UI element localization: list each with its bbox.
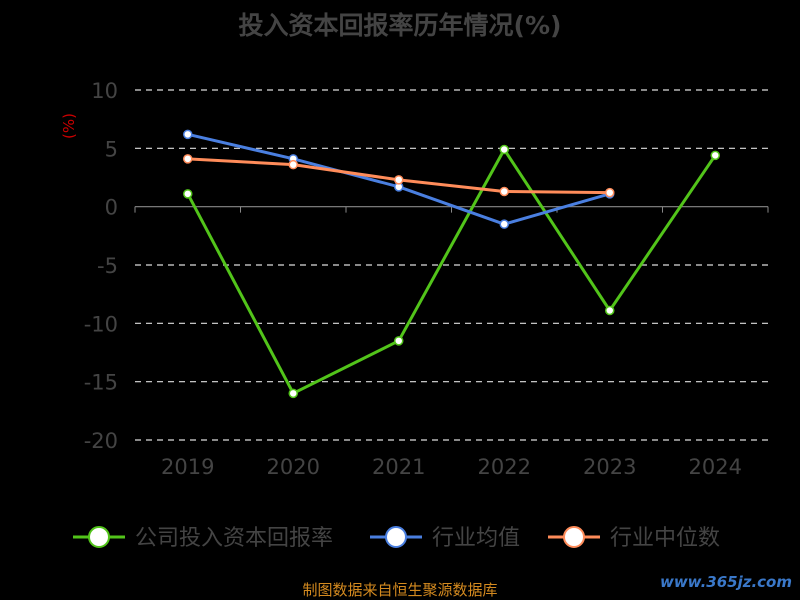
- data-point: [710, 150, 720, 161]
- data-point: [499, 186, 509, 197]
- data-point: [499, 144, 509, 155]
- series-lines: [183, 129, 720, 399]
- y-tick-label: -10: [84, 312, 118, 336]
- legend-marker: [385, 526, 407, 548]
- y-tick-label: 5: [105, 137, 118, 161]
- x-tick-label: 2019: [161, 455, 214, 479]
- legend-marker: [563, 526, 585, 548]
- y-tick-label: 0: [105, 196, 118, 220]
- y-axis: 10 5 0 -5 -10 -15 -20: [84, 79, 118, 453]
- data-point: [605, 305, 615, 316]
- legend-marker: [88, 526, 110, 548]
- legend: 公司投入资本回报率 行业均值 行业中位数: [73, 526, 720, 551]
- legend-label: 行业中位数: [610, 526, 720, 551]
- y-tick-label: -15: [84, 371, 118, 395]
- y-tick-label: -20: [84, 429, 118, 453]
- data-point: [499, 219, 509, 229]
- x-axis: 2019 2020 2021 2022 2023 2024: [134, 206, 769, 479]
- watermark: www.365jz.com: [659, 573, 792, 591]
- data-point: [605, 187, 615, 198]
- chart-title: 投入资本回报率历年情况(%): [239, 11, 562, 40]
- data-point: [183, 129, 193, 140]
- data-point: [394, 175, 404, 185]
- y-tick-label: -5: [97, 254, 118, 278]
- data-point: [288, 388, 298, 399]
- series-line-1: [186, 148, 717, 395]
- legend-label: 行业均值: [432, 526, 520, 551]
- grid: [135, 89, 768, 441]
- source-note: 制图数据来自恒生聚源数据库: [302, 581, 497, 599]
- data-point: [394, 336, 404, 346]
- data-point: [288, 159, 298, 170]
- data-point: [183, 189, 193, 199]
- x-tick-label: 2020: [267, 455, 320, 479]
- x-tick-label: 2022: [478, 455, 531, 479]
- legend-label: 公司投入资本回报率: [135, 526, 333, 551]
- x-tick-label: 2021: [372, 455, 425, 479]
- y-axis-label: (%): [60, 113, 78, 139]
- x-tick-label: 2023: [583, 455, 636, 479]
- x-tick-label: 2024: [689, 455, 742, 479]
- data-point: [183, 154, 193, 164]
- y-tick-label: 10: [91, 79, 118, 103]
